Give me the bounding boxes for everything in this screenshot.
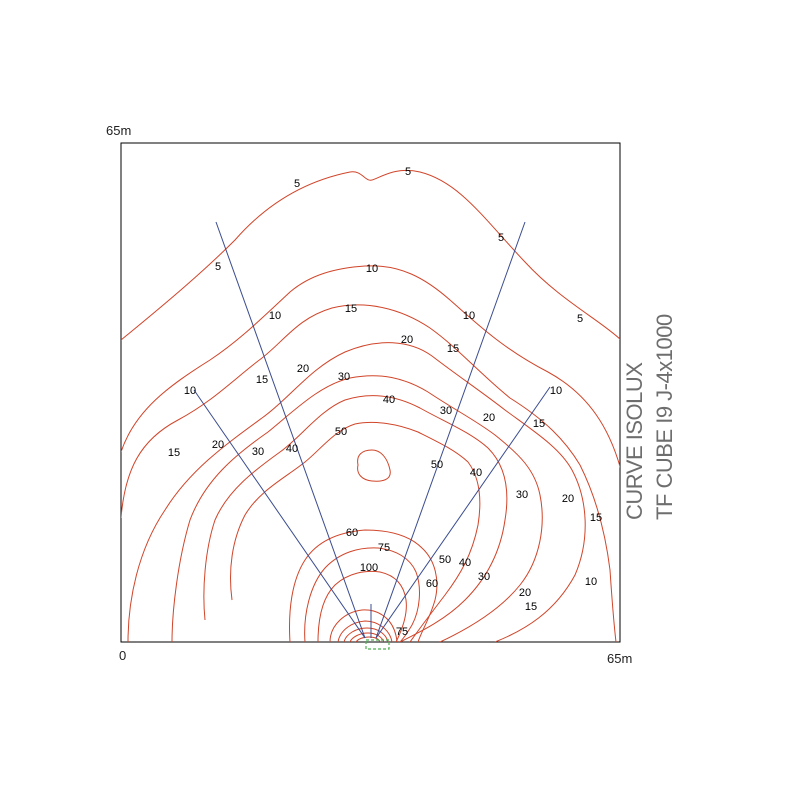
contour-label: 30 [338,371,350,383]
contour-label: 5 [405,166,411,178]
beam-line-left-outer [215,221,366,639]
contour-label: 15 [525,601,537,613]
contour-label: 20 [519,587,531,599]
isolux-contour-20 [127,342,586,642]
origin-label: 0 [119,648,127,663]
plot-frame [120,142,621,643]
contour-label: 15 [447,343,459,355]
contour-label: 5 [498,232,504,244]
contour-label: 30 [252,446,264,458]
isolux-contour-60 [289,529,438,642]
contour-label: 60 [426,578,438,590]
contour-label: 15 [533,418,545,430]
contour-label: 5 [294,178,300,190]
isolux-contour-near-1 [329,609,398,642]
contour-label: 10 [463,310,475,322]
contour-label: 50 [335,426,347,438]
contour-label: 15 [256,374,268,386]
beam-line-left-inner [193,389,366,639]
contour-label: 40 [459,557,471,569]
isolux-contour-40 [203,395,508,642]
contour-label: 40 [383,394,395,406]
contour-label: 40 [286,443,298,455]
isolux-contour-10 [121,265,620,469]
contour-label: 15 [590,512,602,524]
contour-label: 15 [345,303,357,315]
isolux-contour-30 [171,375,543,642]
contour-label: 30 [516,489,528,501]
y-axis-max-label: 65m [106,123,132,138]
isolux-contour-50-island [357,449,391,482]
isolux-contour-5 [121,169,620,341]
contour-label: 10 [366,263,378,275]
contour-label: 10 [585,576,597,588]
isolux-contour-near-2 [337,620,393,642]
contour-label: 20 [297,363,309,375]
contour-label: 10 [550,385,562,397]
isolux-contour-near-3 [343,627,389,642]
contour-label: 30 [440,405,452,417]
isolux-contour-75 [304,547,420,642]
isolux-contour-100 [317,570,407,642]
isolux-contour-near-4 [349,632,385,642]
contour-label: 20 [401,334,413,346]
isolux-contour-15 [121,304,617,642]
contour-label: 100 [360,562,378,574]
contour-label: 15 [168,447,180,459]
contour-label: 5 [577,313,583,325]
contour-label: 50 [439,554,451,566]
contour-label: 30 [478,571,490,583]
contour-label: 20 [483,412,495,424]
contour-label: 75 [378,542,390,554]
contour-label: 40 [470,467,482,479]
beam-line-right-inner [375,386,551,639]
title-line-2: TF CUBE I9 J-4x1000 [652,314,677,520]
contour-label: 50 [431,459,443,471]
x-axis-max-label: 65m [607,651,633,666]
isolux-contour-50 [230,421,481,642]
contour-label: 20 [212,439,224,451]
beam-line-right-outer [375,221,526,639]
contour-label: 10 [269,310,281,322]
fixture-marker [365,639,390,650]
contour-label: 5 [215,261,221,273]
title-line-1: CURVE ISOLUX [622,362,647,520]
contour-label: 75 [396,626,408,638]
contour-label: 60 [346,527,358,539]
contour-label: 10 [184,385,196,397]
contour-label: 20 [562,493,574,505]
